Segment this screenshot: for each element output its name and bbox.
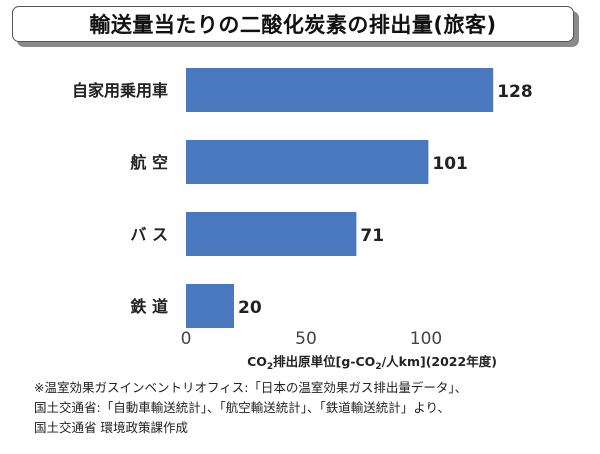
x-axis-label-part: CO (247, 354, 267, 369)
chart-title: 輸送量当たりの二酸化炭素の排出量(旅客) (89, 13, 497, 37)
data-label: 128 (497, 82, 533, 102)
bar (186, 284, 234, 328)
footnote-line: 国土交通省:「自動車輸送統計」、「航空輸送統計」、「鉄道輸送統計」より、 (34, 400, 450, 415)
x-axis-label-part: 排出原単位[g-CO (273, 354, 375, 369)
x-tick-label: 100 (410, 329, 442, 349)
x-tick-label: 0 (181, 329, 192, 349)
x-axis-label-part: /人km](2022年度) (382, 354, 497, 369)
x-axis-label-subscript: 2 (267, 362, 273, 372)
bar (186, 140, 429, 184)
bar (186, 68, 494, 112)
category-label: 鉄 道 (130, 297, 168, 316)
source-footnote: ※温室効果ガスインベントリオフィス:「日本の温室効果ガス排出量データ」、 国土交… (34, 378, 594, 438)
category-label: 航 空 (130, 153, 168, 172)
data-label: 20 (238, 298, 262, 318)
footnote-line: 国土交通省 環境政策課作成 (34, 420, 188, 435)
title-box: 輸送量当たりの二酸化炭素の排出量(旅客) (12, 6, 574, 42)
category-label: 自家用乗用車 (72, 81, 168, 100)
bar (186, 212, 357, 256)
data-label: 101 (432, 154, 468, 174)
x-axis-label: CO2排出原単位[g-CO2/人km](2022年度) (247, 354, 497, 372)
category-label: バ ス (130, 225, 168, 244)
footnote-line: ※温室効果ガスインベントリオフィス:「日本の温室効果ガス排出量データ」、 (34, 380, 468, 395)
x-axis-label-subscript: 2 (375, 362, 381, 372)
data-label: 71 (360, 226, 384, 246)
x-tick-label: 50 (295, 329, 317, 349)
